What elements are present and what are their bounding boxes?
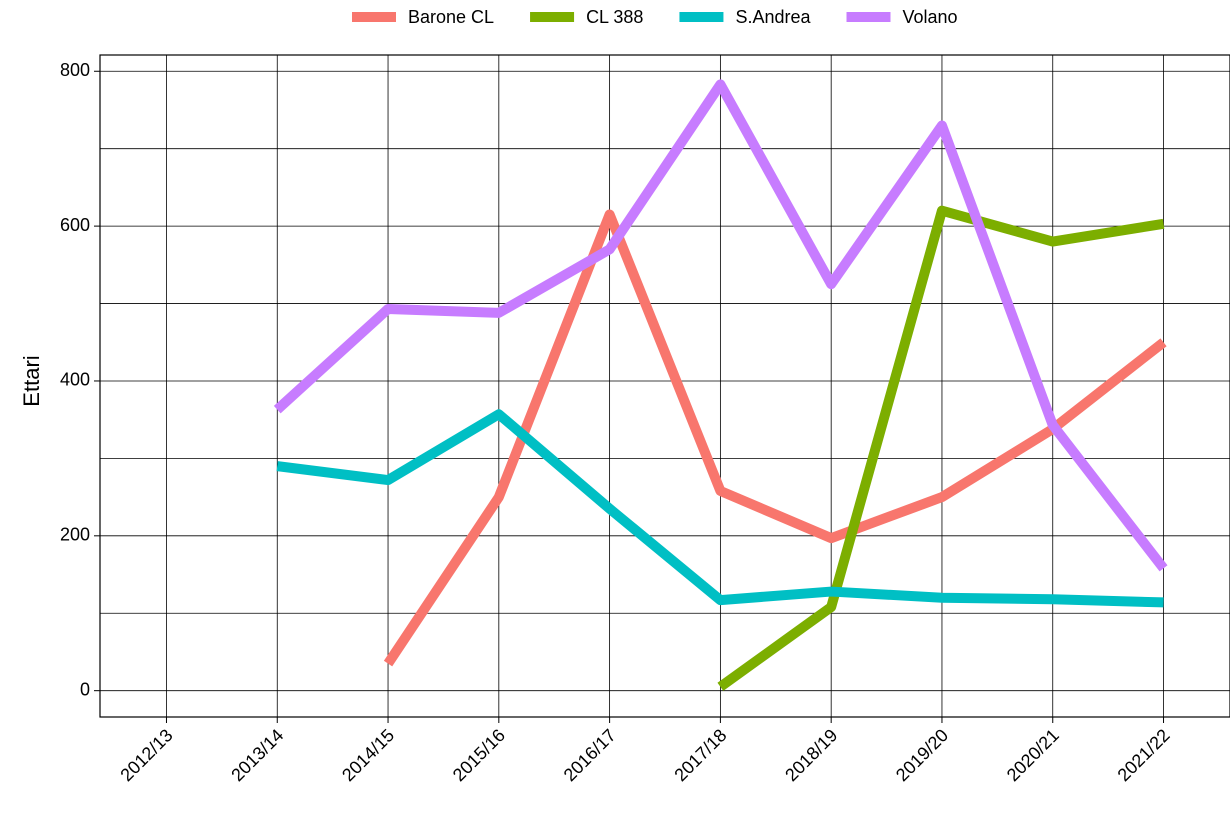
legend-background (318, 0, 1013, 54)
y-axis-label: Ettari (19, 355, 44, 406)
x-tick-label: 2019/20 (892, 725, 952, 785)
legend-key (530, 12, 575, 22)
x-tick-label: 2020/21 (1003, 725, 1063, 785)
series-line (383, 209, 1167, 667)
legend-key (352, 12, 396, 22)
series-line (273, 79, 1168, 572)
y-tick-label: 200 (60, 525, 90, 545)
x-tick-label: 2018/19 (781, 725, 841, 785)
x-tick-label: 2015/16 (449, 725, 509, 785)
x-tick-label: 2013/14 (227, 725, 287, 785)
series-line (276, 409, 1164, 608)
plot-border (99, 54, 1230, 718)
x-tick-label: 2021/22 (1114, 725, 1174, 785)
x-tick-label: 2012/13 (116, 725, 176, 785)
legend-label: Volano (903, 7, 958, 27)
legend-label: S.Andrea (735, 7, 811, 27)
y-tick-label: 800 (60, 60, 90, 80)
y-tick-label: 400 (60, 370, 90, 390)
legend-key (679, 12, 724, 22)
y-tick-label: 0 (80, 679, 90, 699)
legend-key (846, 12, 891, 22)
legend-label: Barone CL (408, 7, 494, 27)
series-line (717, 205, 1165, 691)
x-tick-label: 2016/17 (560, 725, 620, 785)
x-tick-label: 2017/18 (670, 725, 730, 785)
x-tick-label: 2014/15 (338, 725, 398, 785)
legend-label: CL 388 (586, 7, 643, 27)
y-tick-label: 600 (60, 215, 90, 235)
